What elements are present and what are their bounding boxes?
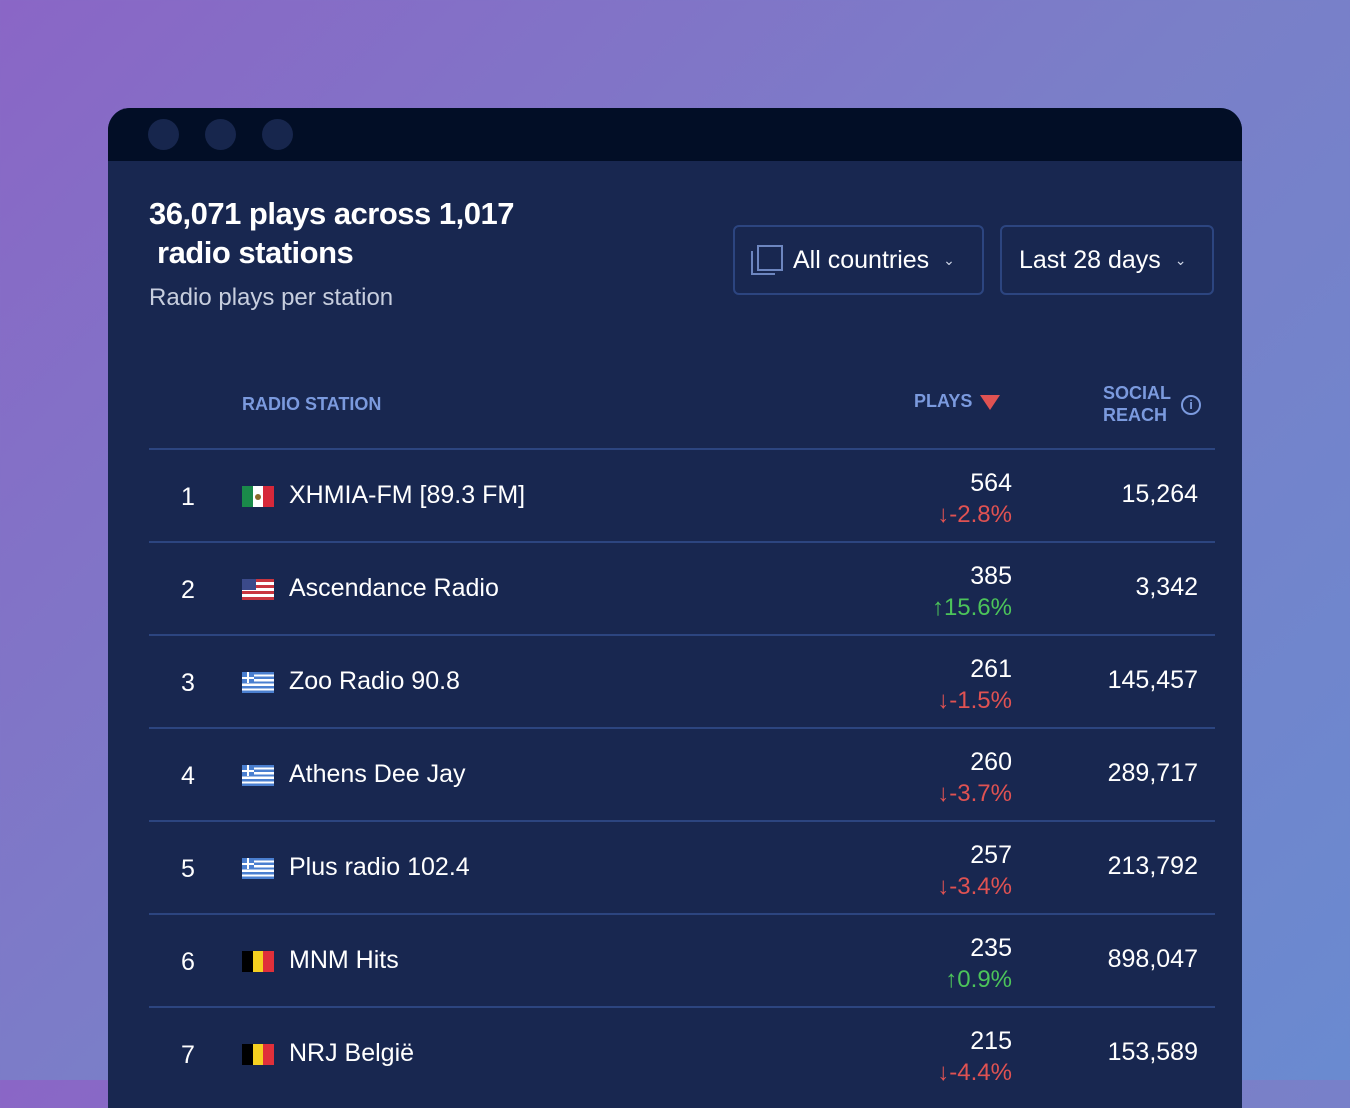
social-reach: 145,457: [1107, 666, 1198, 694]
table-row[interactable]: 1 XHMIA-FM [89.3 FM] 564 ↓-2.8% 15,264: [149, 448, 1215, 541]
plays-cell: 235 ↑0.9%: [945, 933, 1012, 995]
rank: 5: [181, 855, 195, 883]
social-reach: 3,342: [1135, 573, 1198, 601]
be-flag-icon: [242, 951, 274, 972]
plays-cell: 564 ↓-2.8%: [937, 468, 1012, 530]
table-row[interactable]: 6 MNM Hits 235 ↑0.9% 898,047: [149, 913, 1215, 1006]
plays-count: 385: [970, 562, 1012, 590]
table-row[interactable]: 3 Zoo Radio 90.8 261 ↓-1.5% 145,457: [149, 634, 1215, 727]
stations-table: 1 XHMIA-FM [89.3 FM] 564 ↓-2.8% 15,264 2 A…: [149, 448, 1215, 1099]
rank: 4: [181, 762, 195, 790]
app-window: 36,071 plays across 1,017 radio stations …: [108, 108, 1242, 1108]
gr-flag-icon: [242, 672, 274, 693]
plays-change: ↑0.9%: [945, 966, 1012, 993]
table-row[interactable]: 7 NRJ België 215 ↓-4.4% 153,589: [149, 1006, 1215, 1099]
period-filter-label: Last 28 days: [1019, 245, 1161, 274]
title-line-2: radio stations: [157, 235, 354, 270]
plays-cell: 257 ↓-3.4%: [937, 840, 1012, 902]
page-title: 36,071 plays across 1,017 radio stations: [149, 194, 514, 272]
plays-count: 215: [970, 1027, 1012, 1055]
plays-change: ↓-2.8%: [937, 501, 1012, 528]
window-close-button[interactable]: [148, 119, 179, 150]
rank: 7: [181, 1041, 195, 1069]
reach-header-line1: SOCIAL: [1103, 383, 1172, 403]
chevron-down-icon: ⌄: [1174, 251, 1187, 268]
plays-change: ↓-1.5%: [937, 687, 1012, 714]
country-filter-dropdown[interactable]: All countries ⌄: [733, 225, 984, 295]
rank: 1: [181, 483, 195, 511]
social-reach: 898,047: [1107, 945, 1198, 973]
layers-icon: [751, 245, 783, 275]
plays-header-label: PLAYS: [914, 391, 973, 411]
be-flag-icon: [242, 1044, 274, 1065]
station-name[interactable]: Athens Dee Jay: [289, 760, 466, 788]
plays-count: 235: [970, 934, 1012, 962]
mx-flag-icon: [242, 486, 274, 507]
country-filter-label: All countries: [793, 245, 930, 274]
plays-cell: 215 ↓-4.4%: [937, 1026, 1012, 1088]
chevron-down-icon: ⌄: [943, 251, 955, 268]
sort-descending-icon: [980, 394, 1001, 410]
us-flag-icon: [242, 579, 274, 600]
plays-change: ↓-3.7%: [937, 780, 1012, 807]
station-name[interactable]: MNM Hits: [289, 946, 399, 974]
station-name[interactable]: Ascendance Radio: [289, 574, 499, 602]
plays-count: 261: [970, 655, 1012, 683]
rank: 6: [181, 948, 195, 976]
plays-cell: 261 ↓-1.5%: [937, 654, 1012, 716]
page-subtitle: Radio plays per station: [149, 284, 394, 311]
info-icon[interactable]: i: [1181, 395, 1201, 415]
column-header-plays[interactable]: PLAYS: [914, 391, 1001, 412]
social-reach: 213,792: [1107, 852, 1198, 880]
title-bar: [108, 108, 1242, 161]
social-reach: 15,264: [1121, 480, 1198, 508]
table-row[interactable]: 2 Ascendance Radio 385 ↑15.6% 3,342: [149, 541, 1215, 634]
plays-change: ↑15.6%: [931, 594, 1012, 621]
table-row[interactable]: 4 Athens Dee Jay 260 ↓-3.7% 289,717: [149, 727, 1215, 820]
plays-change: ↓-4.4%: [937, 1059, 1012, 1086]
plays-cell: 260 ↓-3.7%: [937, 747, 1012, 809]
plays-change: ↓-3.4%: [937, 873, 1012, 900]
plays-count: 257: [970, 841, 1012, 869]
station-name[interactable]: Plus radio 102.4: [289, 853, 470, 881]
window-maximize-button[interactable]: [262, 119, 293, 150]
plays-count: 564: [970, 469, 1012, 497]
reach-header-line2: REACH: [1103, 405, 1168, 425]
plays-cell: 385 ↑15.6%: [932, 561, 1012, 623]
gr-flag-icon: [242, 765, 274, 786]
station-name[interactable]: XHMIA-FM [89.3 FM]: [289, 481, 526, 509]
plays-count: 260: [970, 748, 1012, 776]
station-name[interactable]: Zoo Radio 90.8: [289, 667, 460, 695]
table-row[interactable]: 5 Plus radio 102.4 257 ↓-3.4% 213,792: [149, 820, 1215, 913]
station-name[interactable]: NRJ België: [289, 1039, 415, 1067]
period-filter-dropdown[interactable]: Last 28 days ⌄: [1000, 225, 1214, 295]
rank: 2: [181, 576, 195, 604]
rank: 3: [181, 669, 195, 697]
social-reach: 289,717: [1107, 759, 1198, 787]
window-minimize-button[interactable]: [205, 119, 236, 150]
column-header-social-reach[interactable]: SOCIAL REACH i: [1103, 382, 1213, 426]
column-header-station[interactable]: RADIO STATION: [242, 394, 382, 414]
title-line-1: 36,071 plays across 1,017: [149, 196, 514, 231]
social-reach: 153,589: [1107, 1038, 1198, 1066]
gr-flag-icon: [242, 858, 274, 879]
